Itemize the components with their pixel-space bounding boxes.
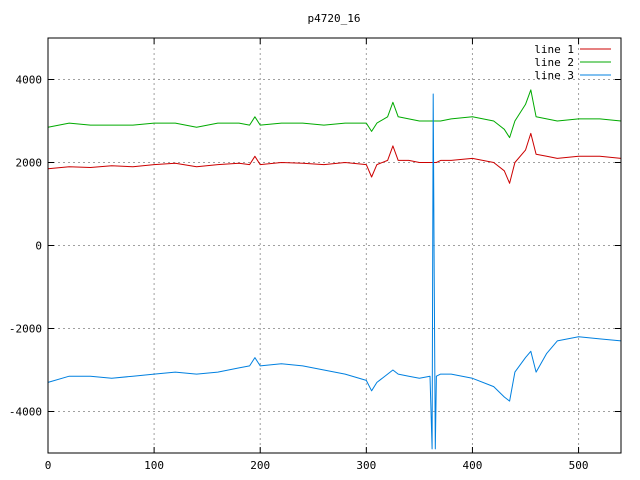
- series-group: [47, 89, 622, 450]
- series-line-3: [47, 93, 622, 450]
- x-tick-label: 100: [144, 459, 164, 472]
- series-line-1: [47, 132, 622, 184]
- axis-ticks: 0 100 200 300 400 500 -4000 -2000 0 2000 4000: [9, 38, 621, 472]
- legend-label-1: line 1: [534, 43, 574, 56]
- legend-label-3: line 3: [534, 69, 574, 82]
- y-tick-label: -2000: [9, 323, 42, 336]
- y-tick-label: 4000: [16, 74, 43, 87]
- legend-label-2: line 2: [534, 56, 574, 69]
- chart-title: p4720_16: [308, 12, 361, 25]
- series-line-2: [47, 89, 622, 139]
- x-tick-label: 0: [45, 459, 52, 472]
- y-tick-label: 2000: [16, 157, 43, 170]
- grid: [48, 38, 621, 453]
- x-tick-label: 500: [569, 459, 589, 472]
- x-tick-label: 400: [463, 459, 483, 472]
- x-tick-label: 200: [250, 459, 270, 472]
- y-tick-label: -4000: [9, 406, 42, 419]
- y-tick-label: 0: [35, 240, 42, 253]
- x-tick-label: 300: [356, 459, 376, 472]
